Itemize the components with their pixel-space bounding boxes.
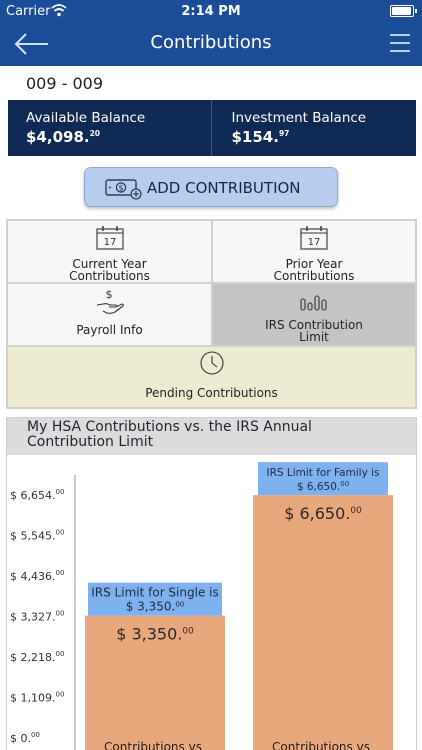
money-add-icon: $ (105, 178, 143, 204)
hamburger-menu-icon[interactable] (388, 31, 412, 55)
add-contribution-label: ADD CONTRIBUTION (147, 179, 301, 197)
carrier-label: Carrier (6, 4, 51, 19)
arrow-left-icon[interactable] (12, 28, 52, 60)
chart-body: $ 6,654.00 $ 5,545.00 $ 4,436.00 $ 3,327.00… (7, 455, 416, 750)
tile-label: Pending Contributions (145, 386, 278, 400)
y-tick-label: $ 3,327.00 (10, 610, 64, 624)
tile-current-year-contributions[interactable]: 17 Current Year Contributions (7, 220, 212, 283)
bar-value-label: $ 6,650.00 (284, 504, 362, 523)
status-time: 2:14 PM (181, 4, 241, 19)
tile-label: Contributions (273, 269, 355, 283)
y-tick-label: $ 2,218.00 (10, 650, 64, 664)
irs-limit-chart-panel: My HSA Contributions vs. the IRS Annual … (6, 417, 417, 750)
hand-dollar-icon: $ (8, 287, 211, 318)
irs-limit-amount: $ 6,650.00 (297, 480, 349, 493)
svg-text:$: $ (118, 184, 123, 193)
svg-text:$: $ (105, 288, 112, 301)
investment-balance-amount: $154.97 (231, 128, 290, 146)
investment-balance: Investment Balance $154.97 (210, 100, 417, 156)
svg-text:17: 17 (308, 237, 321, 248)
bar-value-label: $ 3,350.00 (116, 625, 194, 644)
y-tick-label: $ 4,436.00 (10, 569, 64, 583)
x-category-label: Contributions vs (272, 740, 370, 750)
chart-title: My HSA Contributions vs. the IRS Annual … (27, 419, 312, 450)
tile-payroll-info[interactable]: $ Payroll Info (7, 283, 212, 346)
account-id: 009 - 009 (26, 74, 104, 93)
calendar-icon: 17 (213, 225, 415, 254)
page-title: Contributions (150, 32, 272, 53)
nav-bar: Contributions (0, 22, 422, 66)
calendar-icon: 17 (8, 225, 211, 254)
y-tick-label: $ 0.00 (10, 731, 40, 745)
contribution-bar-chart: $ 6,654.00 $ 5,545.00 $ 4,436.00 $ 3,327.00… (10, 462, 393, 750)
status-bar: Carrier 2:14 PM (0, 0, 422, 22)
tile-label: Current Year (72, 257, 147, 271)
tile-prior-year-contributions[interactable]: 17 Prior Year Contributions (212, 220, 416, 283)
available-balance: Available Balance $4,098.20 (8, 100, 211, 156)
irs-limit-box (258, 462, 388, 496)
tile-pending-contributions[interactable]: Pending Contributions (7, 346, 416, 408)
irs-limit-label: IRS Limit for Single is (91, 586, 218, 600)
tile-label: Limit (299, 330, 329, 344)
data-bar (85, 615, 225, 750)
investment-balance-label: Investment Balance (231, 110, 367, 126)
clock-icon (8, 350, 415, 379)
available-balance-amount: $4,098.20 (26, 128, 101, 146)
available-balance-label: Available Balance (26, 110, 146, 126)
tile-label: IRS Contribution (265, 318, 363, 332)
svg-text:17: 17 (103, 237, 116, 248)
tile-label: Payroll Info (76, 323, 143, 337)
x-category-label: Contributions vs (104, 740, 202, 750)
wifi-icon (51, 3, 67, 21)
irs-limit-label: IRS Limit for Family is (266, 467, 379, 479)
bar-chart-icon (213, 290, 415, 315)
balance-panel: Available Balance $4,098.20 Investment B… (8, 100, 416, 156)
y-tick-label: $ 6,654.00 (10, 488, 64, 502)
data-bar (253, 495, 393, 750)
y-tick-label: $ 1,109.00 (10, 691, 64, 705)
contribution-menu: 17 Current Year Contributions 17 Prior Y… (6, 219, 417, 409)
irs-limit-amount: $ 3,350.00 (126, 600, 185, 614)
tile-label: Prior Year (285, 257, 343, 271)
irs-limit-box (88, 582, 222, 616)
y-tick-label: $ 5,545.00 (10, 529, 64, 543)
tile-label: Contributions (69, 269, 150, 283)
chart-header: My HSA Contributions vs. the IRS Annual … (7, 418, 416, 455)
tile-irs-contribution-limit[interactable]: IRS Contribution Limit (212, 283, 416, 346)
add-contribution-button[interactable]: $ ADD CONTRIBUTION (84, 167, 338, 207)
battery-icon (390, 5, 417, 17)
